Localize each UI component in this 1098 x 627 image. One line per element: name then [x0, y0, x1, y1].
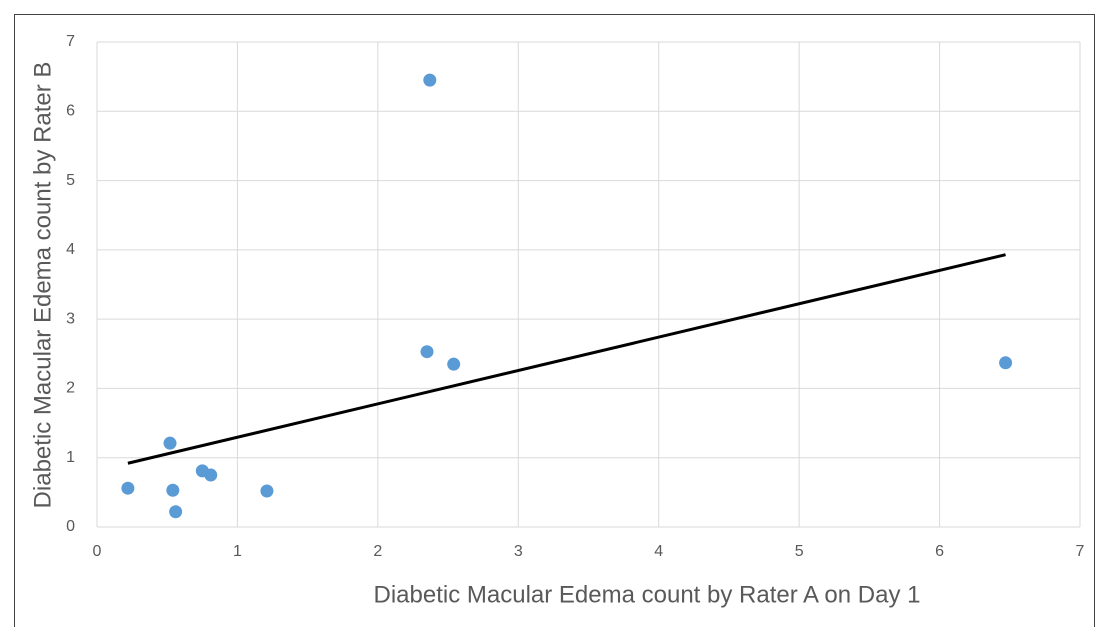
y-tick-label: 4 [66, 241, 75, 258]
y-tick-label: 6 [66, 103, 75, 120]
point [204, 468, 218, 482]
y-tick-label: 5 [66, 172, 75, 189]
x-tick-label: 0 [93, 543, 102, 560]
point [999, 356, 1013, 370]
y-tick-label: 0 [66, 518, 75, 535]
point [423, 73, 437, 87]
point [166, 483, 180, 497]
y-tick-label: 2 [66, 380, 75, 397]
x-tick-label: 5 [795, 543, 804, 560]
x-axis-title: Diabetic Macular Edema count by Rater A … [374, 581, 921, 608]
x-tick-label: 1 [233, 543, 242, 560]
x-tick-label: 3 [514, 543, 523, 560]
point [169, 505, 183, 519]
point [447, 357, 461, 371]
y-tick-label: 3 [66, 310, 75, 327]
frame [14, 14, 1095, 627]
x-tick-label: 6 [935, 543, 944, 560]
x-tick-label: 7 [1076, 543, 1085, 560]
y-tick-label: 7 [66, 33, 75, 50]
y-axis-title: Diabetic Macular Edema count by Rater B [29, 62, 56, 509]
x-tick-label: 4 [654, 543, 663, 560]
point [163, 436, 177, 450]
y-tick-label: 1 [66, 449, 75, 466]
trend-line [127, 253, 1006, 465]
point [260, 484, 274, 498]
point [121, 481, 135, 495]
x-tick-label: 2 [373, 543, 382, 560]
point [420, 345, 434, 359]
